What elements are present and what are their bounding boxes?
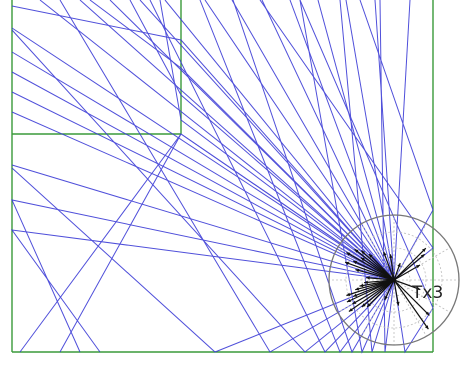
antenna-arrowhead	[352, 300, 357, 304]
transmitter-label: Tx3	[411, 283, 443, 303]
antenna-grid-spoke	[393, 279, 451, 313]
ray-path	[299, 0, 434, 354]
antenna-arrowhead	[360, 257, 365, 262]
ray-path	[159, 0, 395, 281]
ray-path	[204, 0, 395, 281]
antenna-arrow	[352, 260, 395, 281]
ray-path	[393, 0, 411, 281]
ray-path	[374, 0, 395, 281]
ray-path	[39, 0, 395, 281]
antenna-arrowhead	[424, 325, 429, 330]
antenna-outer-circle	[328, 214, 460, 346]
antenna-grid-spoke	[361, 279, 395, 337]
antenna-grid-spoke	[361, 223, 395, 281]
antenna-arrowhead	[384, 295, 388, 300]
antenna-arrow	[393, 279, 429, 330]
antenna-arrowhead	[361, 250, 366, 255]
antenna-arrow	[384, 279, 395, 301]
ray-path	[232, 0, 395, 354]
antenna-arrow	[393, 264, 421, 281]
ray-path	[11, 29, 395, 353]
antenna-arrow	[393, 279, 430, 316]
ray-path	[19, 133, 395, 353]
antenna-arrow	[383, 251, 395, 281]
ray-path	[10, 229, 395, 353]
antenna-arrowhead	[425, 311, 430, 316]
ray-path	[79, 0, 395, 281]
antenna-arrowhead	[367, 303, 371, 307]
ray-path	[11, 91, 395, 281]
ray-path	[11, 111, 395, 281]
ray-path	[345, 0, 395, 281]
antenna-arrowhead	[355, 268, 360, 273]
antenna-arrowhead	[397, 263, 401, 268]
antenna-arrow	[393, 253, 425, 281]
ray-path	[149, 0, 395, 353]
ray-path	[11, 27, 395, 281]
antenna-arrowhead	[361, 303, 366, 307]
antenna-arrow	[389, 254, 395, 281]
antenna-arrowhead	[416, 286, 421, 290]
antenna-arrowhead	[346, 298, 351, 302]
transmitter-point	[391, 277, 397, 283]
antenna-arrows	[344, 247, 430, 330]
antenna-arrowhead	[359, 283, 364, 288]
antenna-arrow	[393, 279, 421, 291]
ray-path	[11, 167, 395, 353]
antenna-arrowhead	[364, 280, 368, 284]
antenna-arrowhead	[346, 252, 351, 256]
antenna-arrow	[393, 247, 427, 281]
antenna-pattern	[328, 214, 460, 346]
antenna-arrowhead	[369, 254, 373, 258]
antenna-arrowhead	[345, 261, 350, 266]
antenna-arrowhead	[389, 254, 393, 259]
antenna-arrowhead	[346, 292, 351, 296]
antenna-arrowhead	[383, 251, 387, 256]
ray-path	[359, 0, 434, 281]
ray-path	[11, 164, 395, 281]
antenna-arrowhead	[422, 248, 426, 252]
floor-plan-walls	[11, 0, 434, 353]
ray-path	[164, 0, 395, 281]
antenna-arrow	[352, 279, 395, 305]
ray-path	[89, 0, 395, 281]
antenna-arrowhead	[420, 254, 425, 258]
antenna-arrowhead	[416, 265, 420, 269]
ray-path	[11, 5, 395, 281]
antenna-arrowhead	[366, 276, 370, 280]
antenna-arrowhead	[353, 293, 358, 297]
ray-path	[379, 0, 395, 353]
ray-path	[199, 0, 395, 354]
ray-path	[129, 0, 395, 281]
antenna-arrow	[348, 279, 395, 312]
antenna-arrow	[344, 261, 395, 281]
antenna-arrow	[355, 269, 395, 281]
antenna-arrow	[368, 253, 395, 281]
ray-path	[261, 0, 395, 281]
ray-path	[11, 71, 395, 281]
antenna-grid-spoke	[393, 223, 427, 281]
antenna-arrow	[361, 279, 395, 308]
antenna-arrow	[364, 279, 395, 284]
antenna-arrow	[366, 279, 395, 308]
antenna-arrowhead	[354, 249, 359, 253]
ray-path	[289, 0, 395, 281]
ray-path	[139, 0, 395, 281]
antenna-grid-spoke	[393, 247, 451, 281]
antenna-arrowhead	[348, 308, 353, 312]
ray-path	[299, 0, 395, 354]
antenna-arrowhead	[353, 260, 358, 265]
antenna-arrowhead	[355, 287, 360, 291]
antenna-arrow	[393, 279, 400, 306]
antenna-arrow	[346, 251, 395, 281]
antenna-arrowhead	[396, 301, 400, 306]
antenna-arrow	[366, 277, 395, 281]
antenna-grid-spoke	[393, 279, 427, 337]
ray-path	[11, 51, 395, 281]
ray-paths	[10, 0, 434, 354]
